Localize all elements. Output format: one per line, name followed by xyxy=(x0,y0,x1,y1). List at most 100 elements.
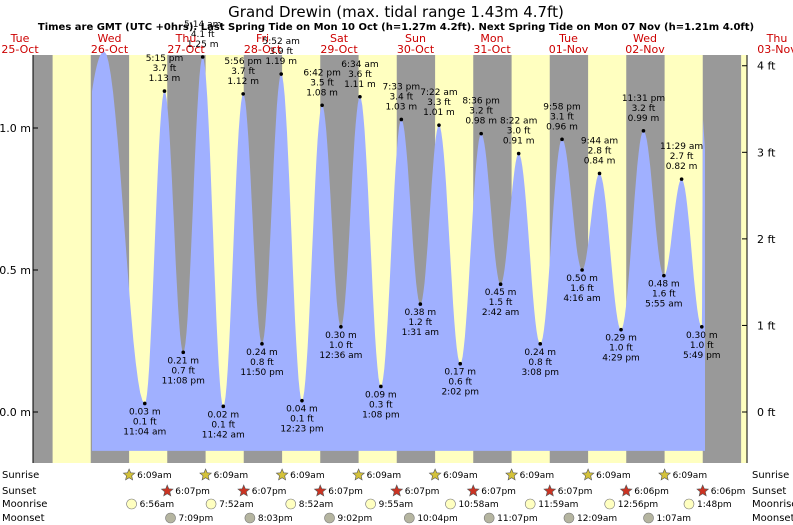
day-headers: Tue25-OctWed26-OctThu27-OctFri28-OctSat2… xyxy=(1,32,793,56)
moonset-time: 10:04pm xyxy=(417,514,457,524)
tide-point xyxy=(498,282,503,287)
moonrise-icon xyxy=(445,498,456,510)
tide-label: 12:36 am xyxy=(319,351,362,361)
axes: 0.0 m 0.5 m 1.0 m 0 ft 1 ft 2 ft 3 ft 4 ft xyxy=(0,55,776,463)
tide-point xyxy=(516,151,521,156)
moonset-time: 8:03pm xyxy=(258,514,293,524)
tide-label: 7:22 am xyxy=(420,88,457,98)
tide-label: 1.2 ft xyxy=(408,318,432,328)
tide-point xyxy=(641,129,646,133)
moonrise-time: 12:56pm xyxy=(618,500,658,510)
tide-point xyxy=(437,123,441,127)
tide-label: 5:49 pm xyxy=(683,351,721,361)
tide-label: 0.7 ft xyxy=(171,366,195,376)
moonrise-icon xyxy=(683,498,695,510)
tide-label: 4:29 pm xyxy=(602,354,640,364)
day-header-dow: Tue xyxy=(558,32,578,45)
moonrise-time: 11:59am xyxy=(538,500,578,510)
tide-label: 11:50 pm xyxy=(240,368,283,378)
moonrise-row-label-right: Moonrise xyxy=(752,499,793,510)
sunrise-icon xyxy=(199,468,213,481)
tide-point xyxy=(221,404,226,409)
moonrise-time: 10:58am xyxy=(458,500,498,510)
tide-label: 1.6 ft xyxy=(652,290,676,300)
day-header-date: 27-Oct xyxy=(167,43,205,56)
tide-label: 0.82 m xyxy=(666,162,698,172)
day-header-dow: Thu xyxy=(766,32,788,45)
tide-label: 1.0 ft xyxy=(609,344,633,354)
tide-point xyxy=(418,302,423,306)
sunrise-time: 6:09am xyxy=(367,471,402,481)
day-header-dow: Fri xyxy=(256,32,269,45)
day-header-dow: Wed xyxy=(98,32,122,45)
tide-point xyxy=(200,55,205,59)
tide-label: 1.19 m xyxy=(265,57,297,67)
day-header-date: 26-Oct xyxy=(91,43,129,56)
moonrise-time: 6:56am xyxy=(140,500,175,510)
tide-label: 6:42 pm xyxy=(303,68,341,78)
tide-point xyxy=(379,384,383,389)
tide-label: 8:22 am xyxy=(500,117,537,127)
tide-label: 3:08 pm xyxy=(521,368,559,378)
tide-label: 0.03 m xyxy=(129,407,161,417)
tide-label: 0.1 ft xyxy=(290,415,314,425)
chart-subtitle: Times are GMT (UTC +0hrs). Last Spring T… xyxy=(38,22,754,33)
moonrise-time: 8:52am xyxy=(299,500,334,510)
day-header-dow: Tue xyxy=(10,32,30,45)
sunrise-time: 6:09am xyxy=(443,471,478,481)
tide-point xyxy=(479,131,483,136)
sunset-time: 6:07pm xyxy=(328,487,363,497)
tide-label: 0.99 m xyxy=(628,114,660,124)
right-tick-label: 2 ft xyxy=(757,233,776,246)
day-header-date: 29-Oct xyxy=(320,43,358,56)
tide-label: 5:15 pm xyxy=(146,54,184,64)
tide-label: 1.03 m xyxy=(385,102,417,112)
tide-point xyxy=(538,342,543,346)
tide-label: 2:02 pm xyxy=(441,388,479,398)
moonset-time: 1:07am xyxy=(657,514,692,524)
day-header-date: 02-Nov xyxy=(625,43,665,56)
tide-label: 5:14 am xyxy=(184,20,221,30)
moonset-icon xyxy=(165,512,176,524)
moonset-icon xyxy=(563,512,575,524)
moonset-time: 12:09am xyxy=(577,514,617,524)
right-tick-label: 1 ft xyxy=(757,319,776,332)
tide-label: 0.48 m xyxy=(648,280,680,290)
tide-point xyxy=(358,94,362,99)
tide-label: 9:58 pm xyxy=(543,102,581,112)
sunset-time: 6:07pm xyxy=(558,487,593,497)
sunset-row-label-right: Sunset xyxy=(752,486,786,497)
sunset-time: 6:06pm xyxy=(711,487,746,497)
moonset-time: 11:07pm xyxy=(497,514,537,524)
sunset-icon xyxy=(390,484,404,497)
day-band xyxy=(52,55,91,463)
day-header-dow: Wed xyxy=(633,32,657,45)
tide-label: 0.02 m xyxy=(207,410,239,420)
tide-label: 1.13 m xyxy=(149,74,181,84)
tide-point xyxy=(300,398,304,403)
tide-label: 0.24 m xyxy=(246,348,278,358)
day-header-date: 25-Oct xyxy=(1,43,39,56)
tide-point xyxy=(597,171,602,176)
tide-label: 1.01 m xyxy=(423,108,455,118)
sunrise-time: 6:09am xyxy=(290,471,325,481)
tide-label: 3.7 ft xyxy=(231,67,255,77)
moonset-icon xyxy=(643,512,654,524)
tide-label: 0.17 m xyxy=(444,368,476,378)
sunset-time: 6:07pm xyxy=(175,487,210,497)
sunset-icon xyxy=(696,484,710,497)
tide-label: 3.2 ft xyxy=(469,107,493,117)
tide-label: 1.25 m xyxy=(187,40,219,50)
tide-label: 0.91 m xyxy=(503,137,535,147)
sunrise-icon xyxy=(428,468,442,481)
tide-point xyxy=(339,325,343,329)
tide-label: 0.04 m xyxy=(286,405,318,415)
moonset-icon xyxy=(324,512,335,524)
tide-label: 7:33 pm xyxy=(383,82,421,92)
moonrise-icon xyxy=(205,498,217,510)
tide-point xyxy=(260,342,264,346)
sunset-icon xyxy=(237,484,251,497)
moonset-time: 9:02pm xyxy=(338,514,373,524)
day-header-date: 28-Oct xyxy=(244,43,282,56)
